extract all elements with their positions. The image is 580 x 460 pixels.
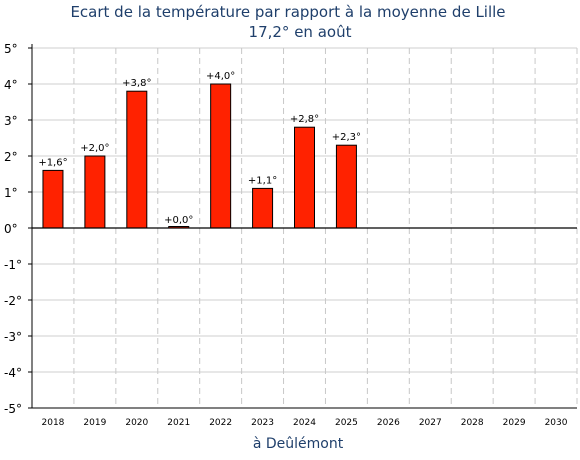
data-label-2021: +0,0° <box>164 215 193 226</box>
bars <box>42 83 357 229</box>
y-tick-label: 0° <box>4 222 18 236</box>
x-tick-label-2024: 2024 <box>293 418 316 428</box>
bar-2023 <box>252 187 274 229</box>
x-axis-label: à Deûlémont <box>253 436 344 452</box>
y-tick-label: -3° <box>4 330 22 344</box>
data-label-2019: +2,0° <box>80 143 109 154</box>
bar-2020 <box>126 90 148 229</box>
data-label-2022: +4,0° <box>206 71 235 82</box>
x-tick-label-2027: 2027 <box>419 418 442 428</box>
x-tick-label-2023: 2023 <box>251 418 274 428</box>
x-tick-label-2021: 2021 <box>167 418 190 428</box>
data-label-2023: +1,1° <box>248 175 277 186</box>
y-tick-label: -5° <box>4 402 22 416</box>
bar-2024 <box>294 126 315 229</box>
x-tick-label-2020: 2020 <box>125 418 148 428</box>
x-tick-label-2030: 2030 <box>545 418 568 428</box>
x-tick-label-2029: 2029 <box>503 418 526 428</box>
y-tick-label: -1° <box>4 258 22 272</box>
y-tick-label: 4° <box>4 78 18 92</box>
x-tick-label-2025: 2025 <box>335 418 358 428</box>
y-tick-label: 1° <box>4 186 18 200</box>
data-label-2025: +2,3° <box>332 132 361 143</box>
bar-2022 <box>210 83 232 229</box>
y-tick-label: -2° <box>4 294 22 308</box>
y-tick-label: 5° <box>4 42 18 56</box>
y-tick-label: 3° <box>4 114 18 128</box>
x-tick-label-2018: 2018 <box>42 418 65 428</box>
bar-2025 <box>335 144 357 229</box>
y-tick-label: 2° <box>4 150 18 164</box>
data-label-2024: +2,8° <box>290 114 319 125</box>
bar-2018 <box>42 169 64 229</box>
x-tick-label-2028: 2028 <box>461 418 484 428</box>
chart-subtitle: 17,2° en août <box>249 23 352 41</box>
data-label-2018: +1,6° <box>38 157 67 168</box>
bar-2019 <box>84 155 106 229</box>
x-tick-label-2022: 2022 <box>209 418 232 428</box>
data-label-2020: +3,8° <box>122 78 151 89</box>
x-tick-label-2026: 2026 <box>377 418 400 428</box>
y-tick-label: -4° <box>4 366 22 380</box>
chart-title: Ecart de la température par rapport à la… <box>70 3 505 21</box>
data-labels: +1,6° +2,0° +3,8° +0,0° +4,0° +1,1° +2,8° +2,3° <box>38 71 361 226</box>
axes: -5° -4° -3° -2° -1° 0° 1° 2° 3° 4° 5° 2018 2019 2020 2… <box>4 42 577 428</box>
x-tick-label-2019: 2019 <box>83 418 106 428</box>
